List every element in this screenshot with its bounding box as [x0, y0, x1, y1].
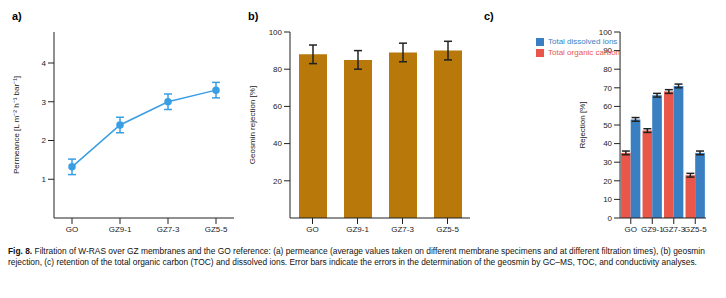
svg-text:90: 90 [603, 46, 612, 55]
svg-text:GO: GO [306, 225, 318, 234]
svg-text:20: 20 [273, 177, 282, 186]
svg-text:Permeance [L m⁻² h⁻¹ bar⁻¹]: Permeance [L m⁻² h⁻¹ bar⁻¹] [12, 76, 21, 174]
svg-text:GZ7-3: GZ7-3 [662, 225, 685, 234]
svg-text:GZ5-5: GZ5-5 [684, 225, 707, 234]
svg-text:Rejection [%]: Rejection [%] [578, 101, 587, 148]
svg-text:100: 100 [599, 28, 613, 37]
svg-text:60: 60 [273, 102, 282, 111]
svg-text:GZ9-1: GZ9-1 [346, 225, 369, 234]
svg-text:GO: GO [66, 225, 78, 234]
svg-text:50: 50 [603, 121, 612, 130]
svg-text:10: 10 [603, 195, 612, 204]
svg-text:20: 20 [603, 177, 612, 186]
svg-text:4: 4 [42, 59, 47, 68]
svg-text:0: 0 [608, 214, 613, 223]
svg-text:40: 40 [603, 139, 612, 148]
svg-text:80: 80 [273, 65, 282, 74]
svg-text:70: 70 [603, 84, 612, 93]
svg-text:1: 1 [42, 175, 47, 184]
svg-text:30: 30 [603, 158, 612, 167]
svg-text:GZ7-3: GZ7-3 [391, 225, 414, 234]
svg-text:GZ9-1: GZ9-1 [109, 225, 132, 234]
svg-text:GO: GO [625, 225, 637, 234]
svg-text:GZ5-5: GZ5-5 [205, 225, 228, 234]
svg-text:GZ5-5: GZ5-5 [436, 225, 459, 234]
svg-text:2: 2 [42, 136, 47, 145]
svg-text:GZ7-3: GZ7-3 [157, 225, 180, 234]
svg-text:80: 80 [603, 65, 612, 74]
svg-text:40: 40 [273, 139, 282, 148]
svg-text:3: 3 [42, 98, 47, 107]
svg-text:60: 60 [603, 102, 612, 111]
svg-text:100: 100 [269, 28, 283, 37]
svg-text:Geosmin rejection [%]: Geosmin rejection [%] [248, 86, 257, 164]
svg-text:GZ9-1: GZ9-1 [641, 225, 664, 234]
